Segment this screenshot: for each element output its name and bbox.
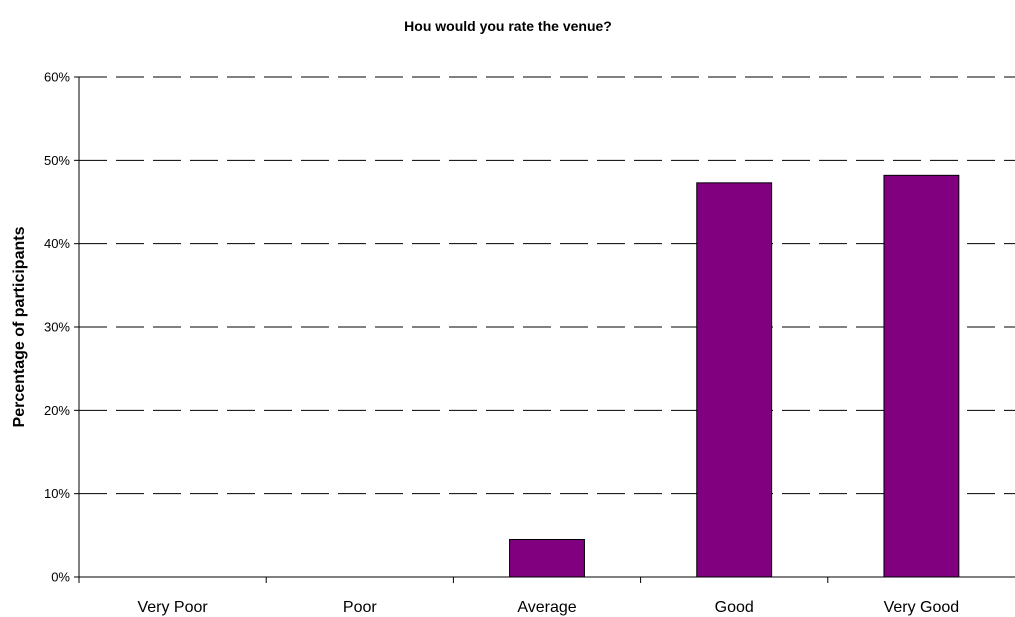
x-tick-label: Very Good (884, 599, 960, 616)
y-tick-labels: 0% 10% 20% 30% 40% 50% 60% (44, 70, 70, 585)
y-tick-label: 20% (44, 403, 70, 418)
bars (509, 174, 960, 578)
chart-title: Hou would you rate the venue? (404, 18, 612, 34)
y-axis-label: Percentage of participants (11, 226, 28, 427)
x-tick-labels: Very Poor Poor Average Good Very Good (137, 599, 959, 616)
y-tick-label: 60% (44, 70, 70, 85)
gridlines (79, 76, 1015, 495)
y-tick-label: 50% (44, 153, 70, 168)
y-tick-label: 30% (44, 320, 70, 335)
bar (509, 539, 585, 578)
x-tick-label: Very Poor (137, 599, 208, 616)
y-tick-label: 10% (44, 486, 70, 501)
x-tick-label: Poor (343, 599, 377, 616)
x-tick-label: Average (517, 599, 576, 616)
axes (74, 76, 1015, 583)
x-tick-label: Good (715, 599, 754, 616)
y-tick-label: 0% (51, 570, 70, 585)
bar (883, 174, 960, 578)
bar (696, 182, 773, 578)
y-tick-label: 40% (44, 236, 70, 251)
